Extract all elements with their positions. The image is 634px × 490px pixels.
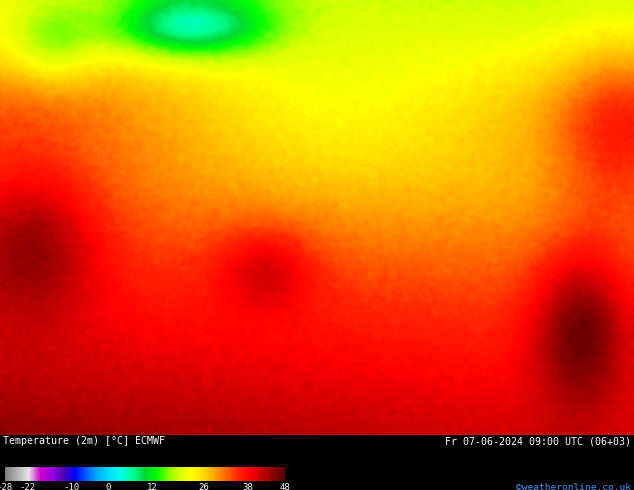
Text: Temperature (2m) [°C] ECMWF: Temperature (2m) [°C] ECMWF bbox=[3, 436, 165, 446]
Text: -22: -22 bbox=[19, 483, 35, 490]
Text: 48: 48 bbox=[280, 483, 290, 490]
Text: 0: 0 bbox=[105, 483, 111, 490]
Text: 38: 38 bbox=[243, 483, 254, 490]
Text: -10: -10 bbox=[63, 483, 79, 490]
Text: ©weatheronline.co.uk: ©weatheronline.co.uk bbox=[516, 483, 631, 490]
Text: 12: 12 bbox=[147, 483, 158, 490]
Text: 26: 26 bbox=[198, 483, 209, 490]
Text: Fr 07-06-2024 09:00 UTC (06+03): Fr 07-06-2024 09:00 UTC (06+03) bbox=[445, 436, 631, 446]
Text: -28: -28 bbox=[0, 483, 13, 490]
